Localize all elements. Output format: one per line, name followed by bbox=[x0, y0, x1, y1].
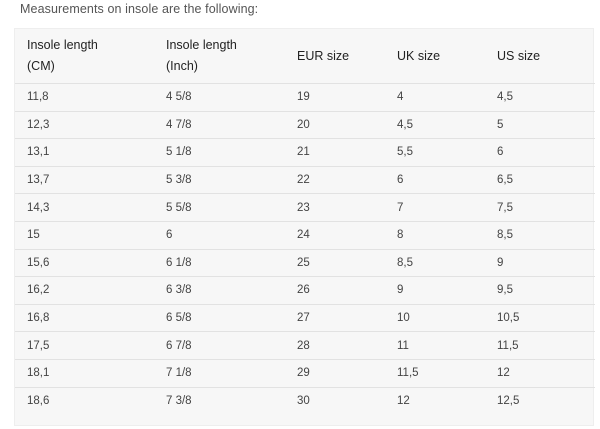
cell-insole-inch: 6 bbox=[154, 221, 285, 250]
header-row: Insole length (CM) Insole length (Inch) … bbox=[15, 29, 595, 84]
cell-uk-size: 9 bbox=[385, 276, 485, 305]
cell-insole-inch: 5 5/8 bbox=[154, 193, 285, 222]
cell-insole-cm: 13,7 bbox=[15, 166, 154, 195]
cell-insole-inch: 6 7/8 bbox=[154, 331, 285, 360]
header-label: US size bbox=[497, 48, 541, 63]
header-line-1: Insole length bbox=[166, 38, 237, 52]
table-body: 11,8 4 5/8 19 4 4,5 12,3 4 7/8 20 4,5 5 13,1 5 1/8 2… bbox=[15, 83, 595, 415]
cell-uk-size: 11,5 bbox=[385, 359, 485, 388]
cell-us-size: 8,5 bbox=[485, 221, 595, 250]
cell-insole-inch: 7 3/8 bbox=[166, 394, 192, 407]
intro-text: Measurements on insole are the following… bbox=[20, 2, 259, 16]
size-table-container: Insole length (CM) Insole length (Inch) … bbox=[14, 28, 595, 426]
cell-insole-cm: 11,8 bbox=[15, 83, 154, 112]
table-row: 18,6 7 3/8 30 12 12,5 bbox=[15, 387, 595, 414]
table-row: 15 6 24 8 8,5 bbox=[15, 221, 595, 250]
cell-insole-inch: 5 1/8 bbox=[154, 138, 285, 167]
cell-insole-cm: 15 bbox=[15, 221, 154, 250]
table-row: 13,7 5 3/8 22 6 6,5 bbox=[15, 166, 595, 195]
cell-eur-size: 30 bbox=[297, 394, 310, 407]
cell-insole-inch: 4 7/8 bbox=[154, 111, 285, 140]
cell-us-size: 6,5 bbox=[485, 166, 595, 195]
cell-eur-size: 26 bbox=[285, 276, 385, 305]
table-row: 18,1 7 1/8 29 11,5 12 bbox=[15, 359, 595, 388]
cell-uk-size: 11 bbox=[385, 331, 485, 360]
cell-insole-inch: 7 1/8 bbox=[154, 359, 285, 388]
cell-uk-size: 5,5 bbox=[385, 138, 485, 167]
table-row: 11,8 4 5/8 19 4 4,5 bbox=[15, 83, 595, 112]
cell-us-size: 9 bbox=[485, 249, 595, 278]
cell-us-size: 5 bbox=[485, 111, 595, 140]
table-row: 13,1 5 1/8 21 5,5 6 bbox=[15, 138, 595, 167]
cell-us-size: 12,5 bbox=[497, 394, 520, 407]
cell-insole-cm: 18,1 bbox=[15, 359, 154, 388]
cell-insole-cm: 18,6 bbox=[27, 394, 50, 407]
cell-us-size: 11,5 bbox=[485, 331, 595, 360]
cell-uk-size: 8,5 bbox=[385, 249, 485, 278]
cell-insole-inch: 4 5/8 bbox=[154, 83, 285, 112]
cell-us-size: 10,5 bbox=[485, 304, 595, 333]
cell-us-size: 12 bbox=[485, 359, 595, 388]
header-line-2: (CM) bbox=[27, 59, 55, 73]
header-us-size: US size bbox=[485, 29, 595, 84]
header-line-2: (Inch) bbox=[166, 59, 198, 73]
cell-uk-size: 4 bbox=[385, 83, 485, 112]
cell-insole-cm: 17,5 bbox=[15, 331, 154, 360]
table-row: 15,6 6 1/8 25 8,5 9 bbox=[15, 249, 595, 278]
cell-uk-size: 8 bbox=[385, 221, 485, 250]
cell-eur-size: 19 bbox=[285, 83, 385, 112]
cell-us-size: 9,5 bbox=[485, 276, 595, 305]
table-row: 16,2 6 3/8 26 9 9,5 bbox=[15, 276, 595, 305]
cell-uk-size: 12 bbox=[397, 394, 410, 407]
cell-eur-size: 27 bbox=[285, 304, 385, 333]
cell-uk-size: 7 bbox=[385, 193, 485, 222]
cell-insole-inch: 5 3/8 bbox=[154, 166, 285, 195]
cell-us-size: 6 bbox=[485, 138, 595, 167]
cell-eur-size: 29 bbox=[285, 359, 385, 388]
size-table: Insole length (CM) Insole length (Inch) … bbox=[15, 29, 595, 414]
header-line-1: Insole length bbox=[27, 38, 98, 52]
cell-uk-size: 6 bbox=[385, 166, 485, 195]
table-row: 14,3 5 5/8 23 7 7,5 bbox=[15, 193, 595, 222]
cell-eur-size: 28 bbox=[285, 331, 385, 360]
header-insole-inch: Insole length (Inch) bbox=[154, 29, 285, 84]
cell-insole-cm: 12,3 bbox=[15, 111, 154, 140]
cell-insole-cm: 14,3 bbox=[15, 193, 154, 222]
cell-insole-cm: 16,8 bbox=[15, 304, 154, 333]
header-label: EUR size bbox=[297, 48, 350, 63]
cell-uk-size: 4,5 bbox=[385, 111, 485, 140]
cell-insole-inch: 6 1/8 bbox=[154, 249, 285, 278]
header-label: UK size bbox=[397, 48, 441, 63]
cell-eur-size: 22 bbox=[285, 166, 385, 195]
cell-insole-cm: 15,6 bbox=[15, 249, 154, 278]
cell-insole-inch: 6 3/8 bbox=[154, 276, 285, 305]
header-insole-cm: Insole length (CM) bbox=[15, 29, 154, 84]
cell-eur-size: 23 bbox=[285, 193, 385, 222]
cell-eur-size: 25 bbox=[285, 249, 385, 278]
cell-uk-size: 10 bbox=[385, 304, 485, 333]
table-header: Insole length (CM) Insole length (Inch) … bbox=[15, 29, 595, 84]
table-row: 17,5 6 7/8 28 11 11,5 bbox=[15, 331, 595, 360]
cell-insole-inch: 6 5/8 bbox=[154, 304, 285, 333]
header-uk-size: UK size bbox=[385, 29, 485, 84]
cell-eur-size: 21 bbox=[285, 138, 385, 167]
table-row: 12,3 4 7/8 20 4,5 5 bbox=[15, 111, 595, 140]
cell-eur-size: 24 bbox=[285, 221, 385, 250]
cell-eur-size: 20 bbox=[285, 111, 385, 140]
cell-insole-cm: 16,2 bbox=[15, 276, 154, 305]
header-eur-size: EUR size bbox=[285, 29, 385, 84]
table-row: 16,8 6 5/8 27 10 10,5 bbox=[15, 304, 595, 333]
cell-insole-cm: 13,1 bbox=[15, 138, 154, 167]
cell-us-size: 4,5 bbox=[485, 83, 595, 112]
cell-us-size: 7,5 bbox=[485, 193, 595, 222]
